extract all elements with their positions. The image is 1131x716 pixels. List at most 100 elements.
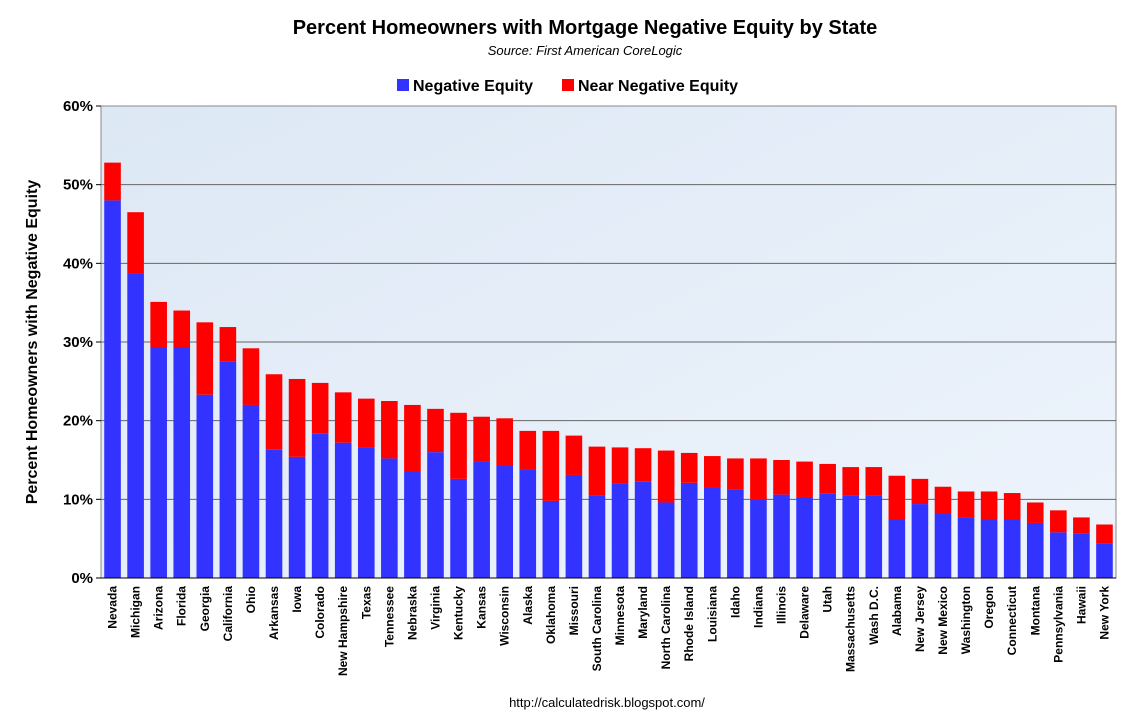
bar-near-negative-equity-arizona [150, 301, 167, 348]
x-tick-label-iowa: Iowa [290, 586, 304, 613]
bar-negative-equity-iowa [288, 456, 306, 578]
y-tick-label: 60% [63, 98, 93, 115]
bar-near-negative-equity-virginia [427, 408, 444, 453]
bar-near-negative-equity-indiana [750, 458, 767, 500]
bar-near-negative-equity-connecticut [1003, 493, 1021, 519]
x-tick-label-wisconsin: Wisconsin [498, 586, 512, 646]
x-tick-label-massachusetts: Massachusetts [844, 586, 858, 672]
bar-near-negative-equity-new-jersey [911, 478, 929, 505]
x-tick-label-missouri: Missouri [567, 586, 581, 635]
x-tick-label-washington: Washington [959, 586, 973, 654]
bar-near-negative-equity-kentucky [450, 412, 467, 479]
bar-near-negative-equity-idaho [727, 458, 744, 490]
bar-near-negative-equity-montana [1026, 502, 1044, 523]
bar-negative-equity-illinois [773, 494, 790, 578]
bar-near-negative-equity-new-hampshire [334, 392, 352, 443]
bar-near-negative-equity-texas [357, 398, 375, 448]
bar-near-negative-equity-minnesota [611, 447, 629, 484]
bar-negative-equity-pennsylvania [1050, 532, 1067, 578]
bar-negative-equity-georgia [196, 394, 214, 578]
x-tick-label-nevada: Nevada [106, 586, 120, 629]
bar-negative-equity-ohio [242, 404, 260, 578]
legend: Negative Equity Near Negative Equity [397, 78, 738, 95]
bar-negative-equity-kentucky [450, 478, 467, 578]
bar-negative-equity-hawaii [1073, 533, 1090, 578]
bar-near-negative-equity-alabama [888, 475, 906, 519]
bar-negative-equity-florida [173, 347, 191, 578]
bar-negative-equity-rhode-island [680, 482, 698, 578]
x-tick-label-new-hampshire: New Hampshire [336, 586, 350, 676]
x-tick-label-new-mexico: New Mexico [936, 586, 950, 655]
y-tick-label: 40% [63, 255, 93, 272]
bar-negative-equity-louisiana [704, 487, 721, 578]
x-tick-label-florida: Florida [175, 586, 189, 626]
bar-negative-equity-new-jersey [911, 504, 929, 578]
x-tick-label-wash-d-c: Wash D.C. [867, 586, 881, 645]
bar-near-negative-equity-georgia [196, 322, 214, 395]
bar-near-negative-equity-nevada [104, 162, 121, 201]
bar-negative-equity-minnesota [611, 483, 629, 578]
x-tick-label-tennessee: Tennessee [382, 586, 396, 647]
x-tick-label-oklahoma: Oklahoma [544, 586, 558, 644]
bar-negative-equity-virginia [427, 452, 444, 578]
bar-near-negative-equity-north-carolina [657, 450, 675, 503]
bar-negative-equity-maryland [634, 481, 652, 578]
x-tick-label-indiana: Indiana [751, 586, 765, 628]
bar-near-negative-equity-maryland [634, 448, 652, 482]
x-tick-label-delaware: Delaware [798, 586, 812, 639]
bar-negative-equity-idaho [727, 489, 744, 578]
x-tick-label-alabama: Alabama [890, 586, 904, 636]
bar-negative-equity-oregon [980, 519, 998, 578]
bar-near-negative-equity-south-carolina [588, 446, 606, 496]
x-tick-label-colorado: Colorado [313, 586, 327, 639]
bar-near-negative-equity-kansas [473, 416, 490, 462]
bar-negative-equity-alabama [888, 519, 906, 578]
bar-near-negative-equity-wisconsin [496, 418, 513, 466]
x-tick-label-connecticut: Connecticut [1005, 586, 1019, 655]
x-tick-label-rhode-island: Rhode Island [682, 586, 696, 661]
legend-label-near-negative-equity: Near Negative Equity [578, 78, 738, 95]
bar-near-negative-equity-wash-d-c [865, 467, 883, 496]
bars [104, 162, 1113, 578]
bar-negative-equity-new-york [1096, 543, 1113, 578]
legend-swatch-negative-equity [397, 79, 409, 91]
x-tick-label-texas: Texas [359, 586, 373, 619]
bar-negative-equity-north-carolina [657, 502, 675, 578]
x-tick-label-utah: Utah [821, 586, 835, 613]
x-tick-label-california: California [221, 586, 235, 642]
x-tick-label-kentucky: Kentucky [452, 586, 466, 640]
bar-negative-equity-nebraska [404, 471, 421, 578]
x-tick-label-louisiana: Louisiana [705, 586, 719, 642]
x-tick-label-minnesota: Minnesota [613, 586, 627, 646]
x-tick-label-nebraska: Nebraska [405, 586, 419, 640]
bar-near-negative-equity-oklahoma [542, 430, 560, 501]
bar-negative-equity-massachusetts [842, 495, 860, 578]
x-tick-label-north-carolina: North Carolina [659, 586, 673, 670]
x-tick-label-montana: Montana [1028, 586, 1042, 636]
bar-negative-equity-south-carolina [588, 495, 606, 578]
bar-negative-equity-texas [357, 447, 375, 578]
x-tick-label-michigan: Michigan [129, 586, 143, 638]
bar-negative-equity-montana [1026, 522, 1044, 578]
footer-url: http://calculatedrisk.blogspot.com/ [509, 695, 705, 710]
bar-near-negative-equity-michigan [127, 212, 144, 274]
x-axis-labels: Nevada Michigan Arizona Florida Georgia Calif… [106, 586, 1112, 676]
bar-negative-equity-new-hampshire [334, 442, 352, 578]
bar-negative-equity-michigan [127, 273, 144, 578]
x-tick-label-arizona: Arizona [152, 586, 166, 630]
chart-title: Percent Homeowners with Mortgage Negativ… [293, 17, 878, 39]
bar-near-negative-equity-florida [173, 310, 191, 348]
bar-near-negative-equity-colorado [311, 382, 329, 434]
bar-negative-equity-alaska [519, 469, 537, 578]
x-tick-label-new-jersey: New Jersey [913, 586, 927, 652]
bar-negative-equity-connecticut [1003, 519, 1021, 578]
x-tick-label-kansas: Kansas [475, 586, 489, 629]
bar-near-negative-equity-washington [957, 491, 975, 518]
legend-swatch-near-negative-equity [562, 79, 574, 91]
bar-near-negative-equity-tennessee [381, 401, 398, 459]
bar-near-negative-equity-iowa [288, 378, 306, 457]
bar-near-negative-equity-illinois [773, 460, 790, 495]
x-tick-label-illinois: Illinois [775, 586, 789, 624]
bar-near-negative-equity-new-mexico [934, 486, 952, 514]
